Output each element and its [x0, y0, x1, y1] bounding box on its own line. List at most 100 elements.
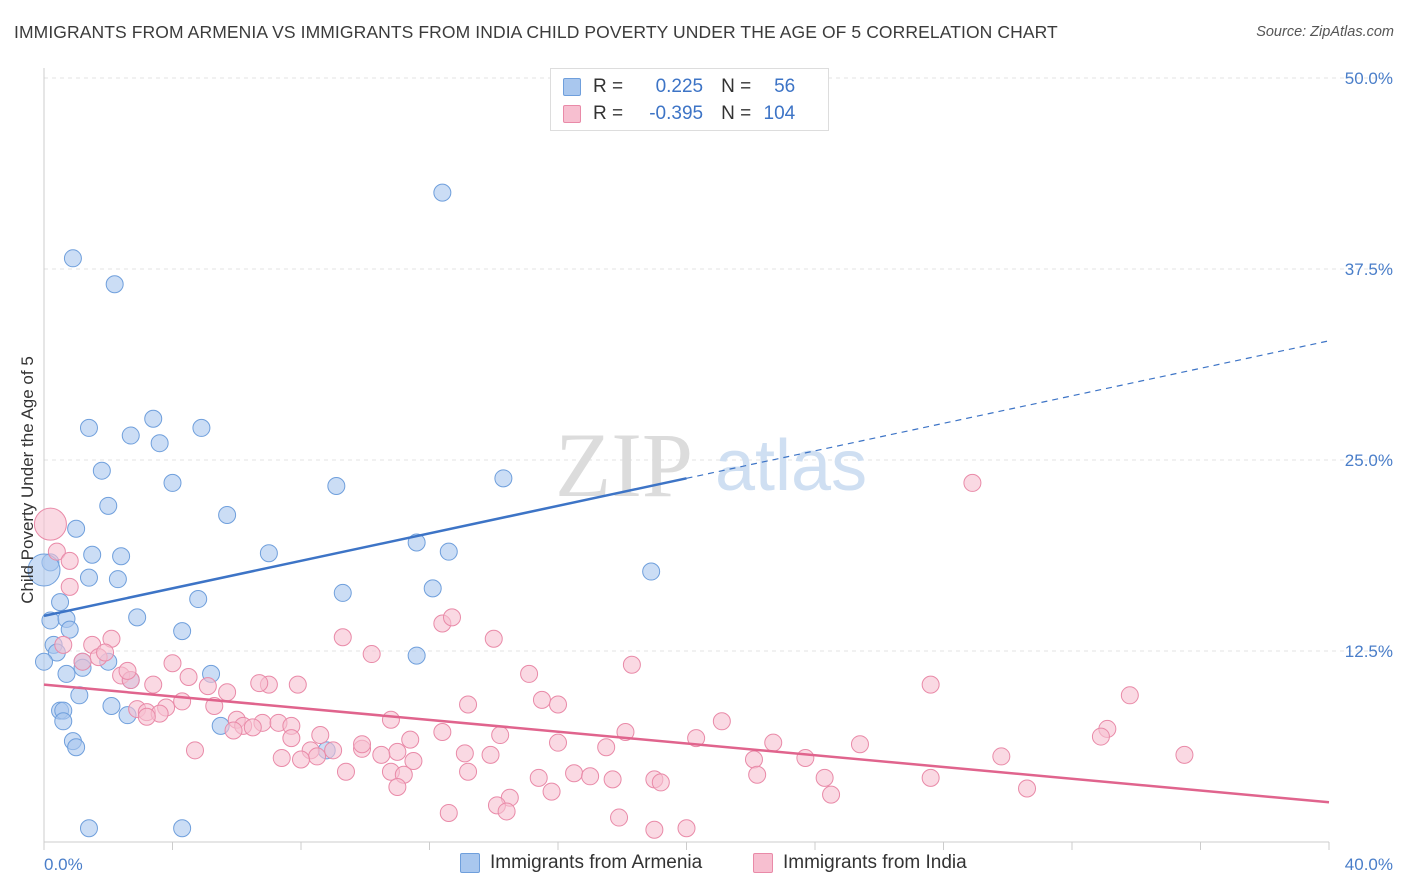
india-point — [497, 802, 516, 821]
india-point — [529, 768, 548, 787]
india-point — [362, 645, 381, 664]
bottom-legend-armenia: Immigrants from Armenia — [460, 852, 702, 874]
india-point — [185, 741, 204, 760]
armenia-point — [83, 545, 102, 564]
india-point — [484, 629, 503, 648]
armenia-point — [108, 570, 127, 589]
india-point — [288, 675, 307, 694]
armenia-point — [51, 593, 70, 612]
india-point — [336, 762, 355, 781]
india-point — [243, 718, 262, 737]
india-point — [963, 473, 982, 492]
bottom-legend-label-india: Immigrants from India — [783, 852, 967, 873]
armenia-point — [105, 275, 124, 294]
india-point — [992, 747, 1011, 766]
armenia-trend-line — [43, 477, 687, 618]
bottom-legend-swatch-india — [753, 853, 773, 873]
india-point — [491, 726, 510, 745]
armenia-point — [102, 697, 121, 716]
armenia-point — [407, 646, 426, 665]
india-point — [47, 542, 66, 561]
india-point — [96, 643, 115, 662]
armenia-point — [333, 583, 352, 602]
y-tick-labels: 12.5% 25.0% 37.5% 50.0% — [1345, 69, 1393, 661]
india-point — [822, 785, 841, 804]
india-point — [1175, 745, 1194, 764]
legend-swatch-india — [563, 105, 581, 123]
india-point — [565, 764, 584, 783]
armenia-point — [494, 469, 513, 488]
india-point — [224, 721, 243, 740]
legend-swatch-armenia — [563, 78, 581, 96]
x-tick-label: 40.0% — [1345, 855, 1393, 874]
india-point — [549, 695, 567, 714]
india-point — [308, 747, 327, 766]
legend-r-label: R = — [593, 103, 624, 124]
india-point — [60, 551, 79, 570]
chart-title: IMMIGRANTS FROM ARMENIA VS IMMIGRANTS FR… — [14, 22, 1058, 42]
india-point — [388, 777, 407, 796]
bottom-legend-india: Immigrants from India — [753, 852, 967, 874]
india-point — [597, 738, 616, 757]
india-point — [250, 674, 269, 693]
india-point — [796, 748, 815, 767]
legend-row-india: R = -0.395 N = 104 — [563, 102, 795, 126]
india-point — [324, 741, 343, 760]
india-point — [622, 655, 641, 674]
armenia-point — [92, 461, 111, 480]
armenia-point — [259, 544, 278, 563]
armenia-point — [128, 608, 147, 627]
armenia-point — [439, 542, 458, 561]
armenia-point — [63, 249, 82, 268]
india-point — [333, 628, 352, 647]
india-point — [481, 745, 500, 764]
armenia-point — [67, 519, 86, 538]
india-point — [542, 782, 561, 801]
india-point — [603, 770, 622, 789]
armenia-point — [54, 712, 73, 731]
india-point — [442, 608, 461, 627]
armenia-point — [189, 590, 208, 609]
legend-n-value: 56 — [774, 76, 796, 97]
india-point — [459, 695, 478, 714]
armenia-point — [327, 476, 346, 495]
india-point — [137, 707, 156, 726]
watermark-atlas: atlas — [715, 426, 867, 506]
india-point — [433, 722, 452, 741]
axes — [43, 68, 1330, 850]
y-axis-title: Child Poverty Under the Age of 5 — [18, 356, 37, 604]
armenia-point — [218, 506, 237, 525]
india-point — [353, 735, 372, 754]
india-point — [144, 675, 163, 694]
india-point — [1018, 779, 1037, 798]
india-point — [372, 745, 391, 764]
india-point — [33, 507, 67, 541]
india-point — [455, 744, 474, 763]
chart-source: Source: ZipAtlas.com — [1256, 24, 1394, 40]
armenia-point — [192, 418, 211, 437]
india-point — [311, 726, 330, 745]
india-point — [687, 729, 706, 748]
india-point — [850, 735, 869, 754]
india-point — [401, 730, 420, 749]
india-point — [73, 652, 92, 671]
india-point — [218, 683, 237, 702]
armenia-point — [112, 547, 131, 566]
legend-n-label: N = — [721, 103, 752, 124]
armenia-point — [60, 620, 79, 639]
india-point — [292, 750, 310, 769]
bottom-legend: Immigrants from Armenia Immigrants from … — [0, 852, 1406, 878]
armenia-point — [79, 819, 98, 838]
india-point — [60, 577, 79, 596]
legend-n-value: 104 — [763, 103, 796, 124]
india-point — [1091, 727, 1110, 746]
india-trend-line — [43, 683, 1330, 804]
india-point — [744, 750, 763, 769]
bottom-legend-swatch-armenia — [460, 853, 480, 873]
watermark: ZIP atlas — [555, 414, 867, 516]
india-point — [459, 762, 478, 781]
x-tick-labels: 0.0% 40.0% — [44, 855, 1393, 874]
y-tick-label: 12.5% — [1345, 642, 1393, 661]
armenia-point — [79, 568, 98, 587]
